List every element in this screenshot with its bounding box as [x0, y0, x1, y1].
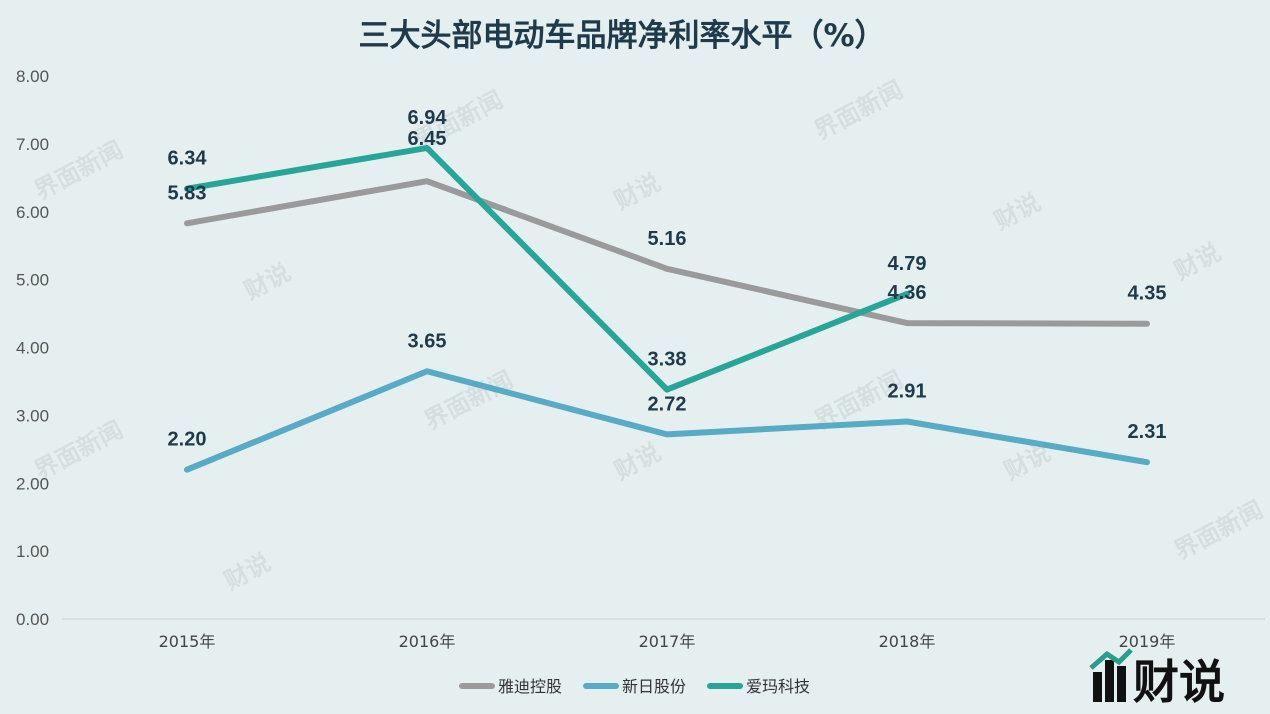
watermark-text: 财说: [990, 188, 1046, 235]
logo-bar-3: [1117, 666, 1126, 702]
x-tick-label: 2018年: [879, 632, 936, 651]
y-tick-label: 5.00: [16, 271, 49, 290]
y-axis-ticks: 0.00 1.00 2.00 3.00 4.00 5.00 6.00 7.00 8.00: [16, 67, 49, 629]
data-label: 4.35: [1128, 283, 1167, 305]
y-tick-label: 8.00: [16, 67, 49, 86]
y-tick-label: 4.00: [16, 339, 49, 358]
series-line: [184, 144, 910, 393]
watermark-text: 财说: [220, 548, 276, 595]
data-label: 4.36: [888, 282, 927, 304]
series-lines: [184, 144, 1150, 473]
watermark-text: 财说: [610, 168, 666, 215]
legend-label: 新日股份: [622, 677, 686, 696]
data-label: 5.16: [648, 228, 687, 250]
y-tick-label: 3.00: [16, 406, 49, 425]
data-label: 2.72: [648, 393, 687, 415]
x-tick-label: 2019年: [1119, 632, 1176, 651]
data-label: 2.20: [168, 429, 207, 451]
y-tick-label: 7.00: [16, 135, 49, 154]
x-axis-ticks: 2015年 2016年 2017年 2018年 2019年: [159, 632, 1176, 651]
legend-label: 雅迪控股: [498, 677, 562, 696]
legend-label: 爱玛科技: [746, 677, 810, 696]
x-tick-label: 2015年: [159, 632, 216, 651]
data-label: 4.79: [888, 253, 927, 275]
data-label: 5.83: [168, 182, 207, 204]
logo-bar-1: [1093, 672, 1102, 702]
series-line: [184, 178, 1150, 327]
watermark-text: 财说: [610, 438, 666, 485]
data-label: 6.94: [408, 107, 448, 129]
logo-text: 财说: [1133, 655, 1225, 709]
series-line: [184, 368, 1150, 473]
data-labels: 5.83 6.45 5.16 4.36 4.35 2.20 3.65 2.72 2.91 2.31…: [168, 107, 1167, 451]
y-tick-label: 0.00: [16, 610, 49, 629]
watermark-layer: 界面新闻财说界面新闻财说界面新闻财说界面新闻财说界面新闻财说界面新闻财说界面新闻…: [30, 76, 1268, 596]
y-tick-label: 2.00: [16, 474, 49, 493]
data-label: 2.31: [1128, 421, 1167, 443]
chart-title: 三大头部电动车品牌净利率水平（%）: [358, 18, 885, 54]
data-label: 6.34: [168, 148, 208, 170]
logo-bar-2: [1105, 660, 1114, 702]
y-tick-label: 1.00: [16, 542, 49, 561]
data-label: 6.45: [408, 128, 447, 150]
legend: 雅迪控股 新日股份 爱玛科技: [459, 677, 810, 696]
data-label: 3.65: [408, 330, 447, 352]
watermark-text: 界面新闻: [1170, 496, 1268, 566]
data-label: 2.91: [888, 380, 927, 402]
watermark-text: 财说: [1170, 238, 1226, 285]
x-tick-label: 2017年: [639, 632, 696, 651]
caishuo-logo: 财说: [1089, 648, 1225, 709]
logo-arrow: [1089, 648, 1133, 670]
y-tick-label: 6.00: [16, 203, 49, 222]
data-label: 3.38: [648, 349, 687, 371]
x-tick-label: 2016年: [399, 632, 456, 651]
watermark-text: 界面新闻: [810, 76, 908, 146]
watermark-text: 财说: [240, 258, 296, 305]
